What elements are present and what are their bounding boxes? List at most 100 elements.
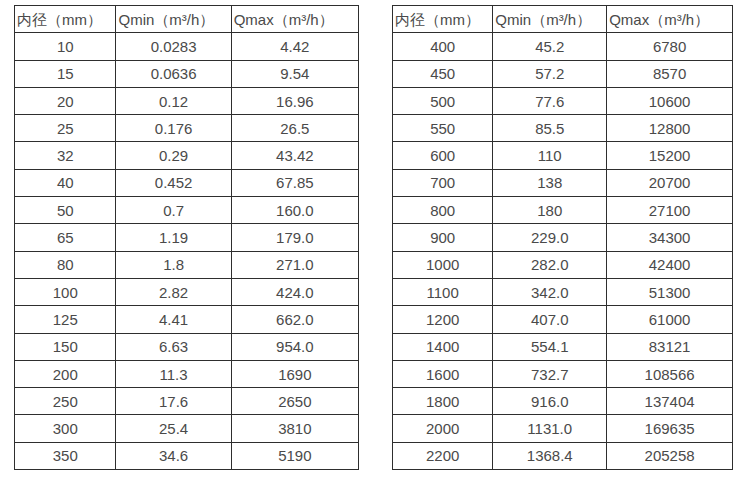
- table-row: 1002.82424.0: [15, 278, 359, 305]
- table-row: 1600732.7108566: [393, 360, 733, 387]
- flow-table-small-diameters: 内径（mm） Qmin（m³/h） Qmax（m³/h） 100.02834.4…: [14, 5, 359, 470]
- table-cell: 1200: [393, 306, 493, 333]
- table-cell: 350: [15, 442, 116, 469]
- table-cell: 137404: [607, 388, 733, 415]
- table-row: 1400554.183121: [393, 333, 733, 360]
- column-header-qmin: Qmin（m³/h）: [493, 6, 607, 33]
- table-cell: 57.2: [493, 60, 607, 87]
- table-row: 100.02834.42: [15, 33, 359, 60]
- table-row: 150.06369.54: [15, 60, 359, 87]
- table-row: 50077.610600: [393, 87, 733, 114]
- table-row: 651.19179.0: [15, 224, 359, 251]
- table-cell: 0.0636: [116, 60, 231, 87]
- table-cell: 1131.0: [493, 415, 607, 442]
- flow-table-large-diameters: 内径（mm） Qmin（m³/h） Qmax（m³/h） 40045.26780…: [392, 5, 733, 470]
- table-cell: 27100: [607, 197, 733, 224]
- table-cell: 4.42: [231, 33, 358, 60]
- table-cell: 229.0: [493, 224, 607, 251]
- table-row: 250.17626.5: [15, 115, 359, 142]
- table-cell: 125: [15, 306, 116, 333]
- table-row: 1100342.051300: [393, 278, 733, 305]
- table-cell: 1.19: [116, 224, 231, 251]
- table-row: 80018027100: [393, 197, 733, 224]
- table-cell: 1400: [393, 333, 493, 360]
- table-cell: 179.0: [231, 224, 358, 251]
- table-cell: 25: [15, 115, 116, 142]
- column-header-qmin: Qmin（m³/h）: [116, 6, 231, 33]
- column-header-qmax: Qmax（m³/h）: [231, 6, 358, 33]
- table-cell: 300: [15, 415, 116, 442]
- table-row: 30025.43810: [15, 415, 359, 442]
- column-header-diameter: 内径（mm）: [15, 6, 116, 33]
- table-cell: 26.5: [231, 115, 358, 142]
- table-cell: 916.0: [493, 388, 607, 415]
- table-row: 40045.26780: [393, 33, 733, 60]
- table-row: 1506.63954.0: [15, 333, 359, 360]
- table-cell: 6780: [607, 33, 733, 60]
- table-cell: 12800: [607, 115, 733, 142]
- table-cell: 110: [493, 142, 607, 169]
- table-cell: 61000: [607, 306, 733, 333]
- table-cell: 15: [15, 60, 116, 87]
- table-cell: 9.54: [231, 60, 358, 87]
- table-cell: 10600: [607, 87, 733, 114]
- table-cell: 662.0: [231, 306, 358, 333]
- table-row: 200.1216.96: [15, 87, 359, 114]
- table-cell: 1600: [393, 360, 493, 387]
- table-row: 320.2943.42: [15, 142, 359, 169]
- table-cell: 32: [15, 142, 116, 169]
- table-cell: 342.0: [493, 278, 607, 305]
- table-row: 35034.65190: [15, 442, 359, 469]
- table-cell: 15200: [607, 142, 733, 169]
- table-cell: 40: [15, 169, 116, 196]
- table-cell: 169635: [607, 415, 733, 442]
- table-cell: 20: [15, 87, 116, 114]
- flow-rate-tables: 内径（mm） Qmin（m³/h） Qmax（m³/h） 100.02834.4…: [0, 0, 750, 470]
- table-cell: 83121: [607, 333, 733, 360]
- table-cell: 2200: [393, 442, 493, 469]
- table-cell: 34300: [607, 224, 733, 251]
- table-cell: 16.96: [231, 87, 358, 114]
- table-row: 1200407.061000: [393, 306, 733, 333]
- table-cell: 0.12: [116, 87, 231, 114]
- table-cell: 50: [15, 197, 116, 224]
- table-cell: 2.82: [116, 278, 231, 305]
- table-cell: 0.29: [116, 142, 231, 169]
- table-cell: 10: [15, 33, 116, 60]
- table-cell: 160.0: [231, 197, 358, 224]
- table-cell: 65: [15, 224, 116, 251]
- table-row: 500.7160.0: [15, 197, 359, 224]
- table-cell: 282.0: [493, 251, 607, 278]
- table-cell: 25.4: [116, 415, 231, 442]
- table-cell: 271.0: [231, 251, 358, 278]
- table-cell: 43.42: [231, 142, 358, 169]
- table-cell: 4.41: [116, 306, 231, 333]
- table-cell: 138: [493, 169, 607, 196]
- table-cell: 51300: [607, 278, 733, 305]
- table-cell: 3810: [231, 415, 358, 442]
- table-row: 1800916.0137404: [393, 388, 733, 415]
- table-cell: 100: [15, 278, 116, 305]
- table-row: 1000282.042400: [393, 251, 733, 278]
- table-row: 60011015200: [393, 142, 733, 169]
- table-cell: 1690: [231, 360, 358, 387]
- table-cell: 20700: [607, 169, 733, 196]
- table-cell: 200: [15, 360, 116, 387]
- table-cell: 2000: [393, 415, 493, 442]
- table-cell: 85.5: [493, 115, 607, 142]
- table-cell: 0.0283: [116, 33, 231, 60]
- table-cell: 80: [15, 251, 116, 278]
- table-cell: 600: [393, 142, 493, 169]
- table-row: 45057.28570: [393, 60, 733, 87]
- table-cell: 34.6: [116, 442, 231, 469]
- table-cell: 1800: [393, 388, 493, 415]
- table-cell: 0.7: [116, 197, 231, 224]
- table-cell: 1.8: [116, 251, 231, 278]
- table-cell: 954.0: [231, 333, 358, 360]
- table-cell: 407.0: [493, 306, 607, 333]
- table-row: 70013820700: [393, 169, 733, 196]
- column-header-qmax: Qmax（m³/h）: [607, 6, 733, 33]
- table-row: 20011.31690: [15, 360, 359, 387]
- table-cell: 900: [393, 224, 493, 251]
- table-cell: 11.3: [116, 360, 231, 387]
